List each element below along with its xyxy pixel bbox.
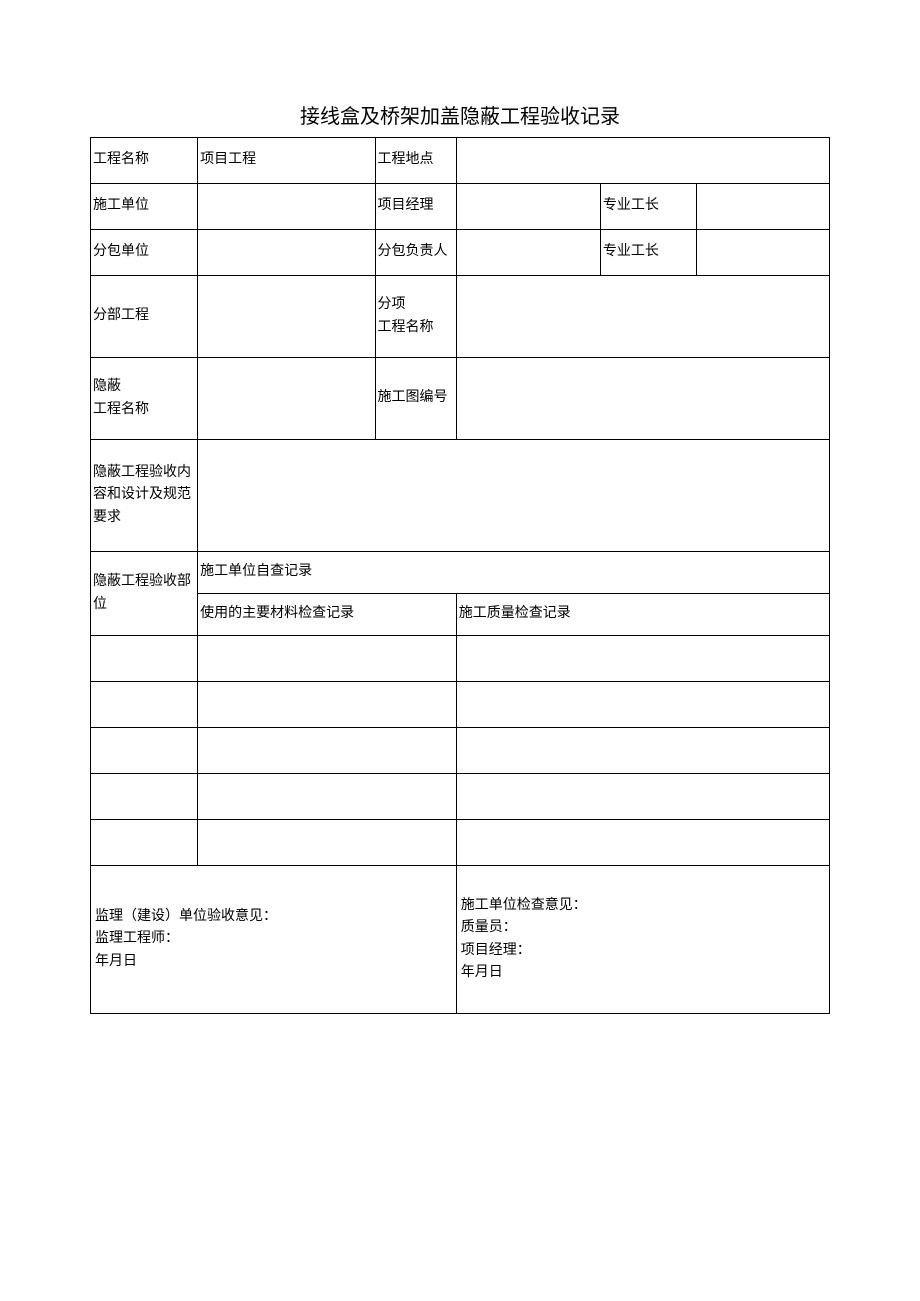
label-project-name: 工程名称 <box>91 138 198 184</box>
table-row: 隐蔽工程验收内容和设计及规范要求 <box>91 440 830 552</box>
empty-cell <box>91 682 198 728</box>
table-row <box>91 636 830 682</box>
label-self-check-record: 施工单位自查记录 <box>198 552 830 594</box>
label-project-location: 工程地点 <box>375 138 456 184</box>
construction-opinion: 施工单位检查意见： 质量员： 项目经理： 年月日 <box>456 866 829 1014</box>
table-row <box>91 774 830 820</box>
empty-cell <box>456 728 829 774</box>
footer-text: 年月日 <box>461 962 827 984</box>
footer-text: 监理（建设）单位验收意见： <box>95 906 454 928</box>
table-row <box>91 728 830 774</box>
table-row: 使用的主要材料检查记录 施工质量检查记录 <box>91 594 830 636</box>
value-construction-unit <box>198 184 375 230</box>
table-row: 监理（建设）单位验收意见： 监理工程师： 年月日 施工单位检查意见： 质量员： … <box>91 866 830 1014</box>
footer-text: 施工单位检查意见： <box>461 895 827 917</box>
table-row <box>91 682 830 728</box>
footer-text: 质量员： <box>461 917 827 939</box>
label-sub-lead: 分包负责人 <box>375 230 456 276</box>
empty-cell <box>198 820 457 866</box>
empty-cell <box>91 820 198 866</box>
empty-cell <box>198 728 457 774</box>
empty-cell <box>456 682 829 728</box>
empty-cell <box>198 682 457 728</box>
label-drawing-number: 施工图编号 <box>375 358 456 440</box>
label-item-project-name: 分项 工程名称 <box>375 276 456 358</box>
table-row: 工程名称 项目工程 工程地点 <box>91 138 830 184</box>
supervisor-opinion: 监理（建设）单位验收意见： 监理工程师： 年月日 <box>91 866 457 1014</box>
empty-cell <box>198 774 457 820</box>
value-subcontractor <box>198 230 375 276</box>
label-project-manager: 项目经理 <box>375 184 456 230</box>
label-construction-unit: 施工单位 <box>91 184 198 230</box>
label-subcontractor: 分包单位 <box>91 230 198 276</box>
table-row: 分包单位 分包负责人 专业工长 <box>91 230 830 276</box>
label-quality-check: 施工质量检查记录 <box>456 594 829 636</box>
footer-text: 监理工程师： <box>95 928 454 950</box>
table-row: 隐蔽工程验收部位 施工单位自查记录 <box>91 552 830 594</box>
table-row: 分部工程 分项 工程名称 <box>91 276 830 358</box>
value-foreman <box>696 184 829 230</box>
empty-cell <box>456 636 829 682</box>
table-row: 施工单位 项目经理 专业工长 <box>91 184 830 230</box>
form-table: 工程名称 项目工程 工程地点 施工单位 项目经理 专业工长 分包单位 分包负责人… <box>90 137 830 1014</box>
value-item-project-name <box>456 276 829 358</box>
label-acceptance-content: 隐蔽工程验收内容和设计及规范要求 <box>91 440 198 552</box>
label-material-check: 使用的主要材料检查记录 <box>198 594 457 636</box>
table-row: 隐蔽 工程名称 施工图编号 <box>91 358 830 440</box>
value-project-location <box>456 138 829 184</box>
empty-cell <box>91 728 198 774</box>
value-acceptance-content <box>198 440 830 552</box>
value-branch-project <box>198 276 375 358</box>
value-project-name: 项目工程 <box>198 138 375 184</box>
empty-cell <box>91 636 198 682</box>
value-foreman-2 <box>696 230 829 276</box>
value-hidden-project-name <box>198 358 375 440</box>
footer-text: 年月日 <box>95 951 454 973</box>
label-hidden-project-name: 隐蔽 工程名称 <box>91 358 198 440</box>
empty-cell <box>456 774 829 820</box>
page-title: 接线盒及桥架加盖隐蔽工程验收记录 <box>90 100 830 129</box>
label-foreman: 专业工长 <box>600 184 696 230</box>
footer-text: 项目经理： <box>461 940 827 962</box>
label-acceptance-position: 隐蔽工程验收部位 <box>91 552 198 636</box>
value-sub-lead <box>456 230 600 276</box>
label-foreman-2: 专业工长 <box>600 230 696 276</box>
empty-cell <box>198 636 457 682</box>
value-drawing-number <box>456 358 829 440</box>
label-branch-project: 分部工程 <box>91 276 198 358</box>
table-row <box>91 820 830 866</box>
value-project-manager <box>456 184 600 230</box>
empty-cell <box>91 774 198 820</box>
empty-cell <box>456 820 829 866</box>
